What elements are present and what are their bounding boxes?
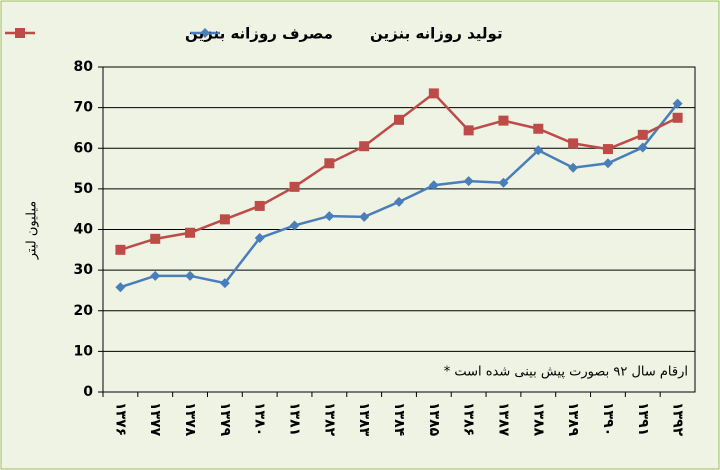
x-tick-label: ۱۳۸۷ (495, 402, 511, 437)
point (533, 123, 544, 134)
point (428, 88, 439, 99)
point (568, 162, 579, 173)
plot-frame (102, 66, 696, 393)
point (394, 114, 404, 125)
legend-marker (15, 28, 25, 38)
x-tick-label: ۱۳۸۶ (461, 402, 477, 436)
point (498, 115, 509, 126)
point (672, 98, 683, 109)
x-tick-label: ۱۳۸۱ (287, 402, 303, 436)
y-tick-label: 60 (74, 140, 94, 156)
point (289, 181, 300, 192)
point (254, 233, 265, 244)
y-tick-label: 30 (74, 262, 94, 278)
annotation: * ارقام سال ۹۲ بصورت پیش بینی شده است (444, 365, 688, 380)
x-tick-label: ۱۳۸۵ (426, 402, 442, 437)
point (359, 211, 370, 222)
point (219, 214, 230, 225)
y-tick-label: 50 (74, 181, 94, 197)
x-tick-label: ۱۳۹۲ (670, 402, 686, 437)
point (324, 158, 335, 169)
point (602, 158, 613, 169)
point (637, 129, 648, 140)
x-tick-label: ۱۳۹۰ (600, 402, 616, 436)
x-tick-label: ۱۳۸۸ (530, 402, 546, 437)
x-tick-label: ۱۳۹۱ (635, 402, 651, 436)
x-tick-label: ۱۳۸۹ (565, 402, 581, 437)
x-tick-label: ۱۳۸۴ (391, 402, 407, 437)
point (498, 177, 509, 188)
y-axis-label: میلیون لیتر (25, 201, 40, 261)
point (289, 220, 300, 231)
x-tick-label: ۱۳۸۲ (321, 402, 337, 437)
point (463, 176, 474, 187)
y-tick-label: 0 (83, 384, 93, 400)
point (602, 144, 613, 155)
point (115, 282, 126, 293)
y-tick-label: 20 (74, 303, 94, 319)
point (359, 141, 370, 152)
y-tick-label: 40 (74, 222, 94, 238)
x-tick-label: ۱۳۷۹ (217, 402, 233, 437)
legend-marker (200, 28, 210, 38)
point (463, 125, 474, 136)
point (115, 244, 126, 255)
point (219, 278, 230, 289)
point (185, 270, 196, 281)
point (394, 196, 404, 207)
point (324, 211, 335, 222)
point (672, 112, 683, 123)
point (150, 270, 161, 281)
point (428, 180, 439, 191)
x-tick-label: ۱۳۷۸ (182, 402, 198, 437)
x-tick-label: ۱۳۸۳ (356, 402, 372, 437)
legend-label: مصرف روزانه بنزین (185, 25, 333, 43)
y-tick-label: 80 (74, 59, 94, 75)
point (533, 145, 544, 156)
x-tick-label: ۱۳۷۷ (147, 402, 163, 437)
point (254, 200, 265, 211)
point (637, 142, 648, 153)
y-tick-label: 10 (74, 343, 94, 359)
y-tick-label: 70 (74, 100, 94, 116)
x-tick-label: ۱۳۷۶ (112, 402, 128, 436)
legend-label: تولید روزانه بنزین (370, 25, 503, 43)
point (185, 227, 196, 238)
point (150, 233, 161, 244)
x-tick-label: ۱۳۸۰ (252, 402, 268, 436)
point (568, 138, 579, 149)
